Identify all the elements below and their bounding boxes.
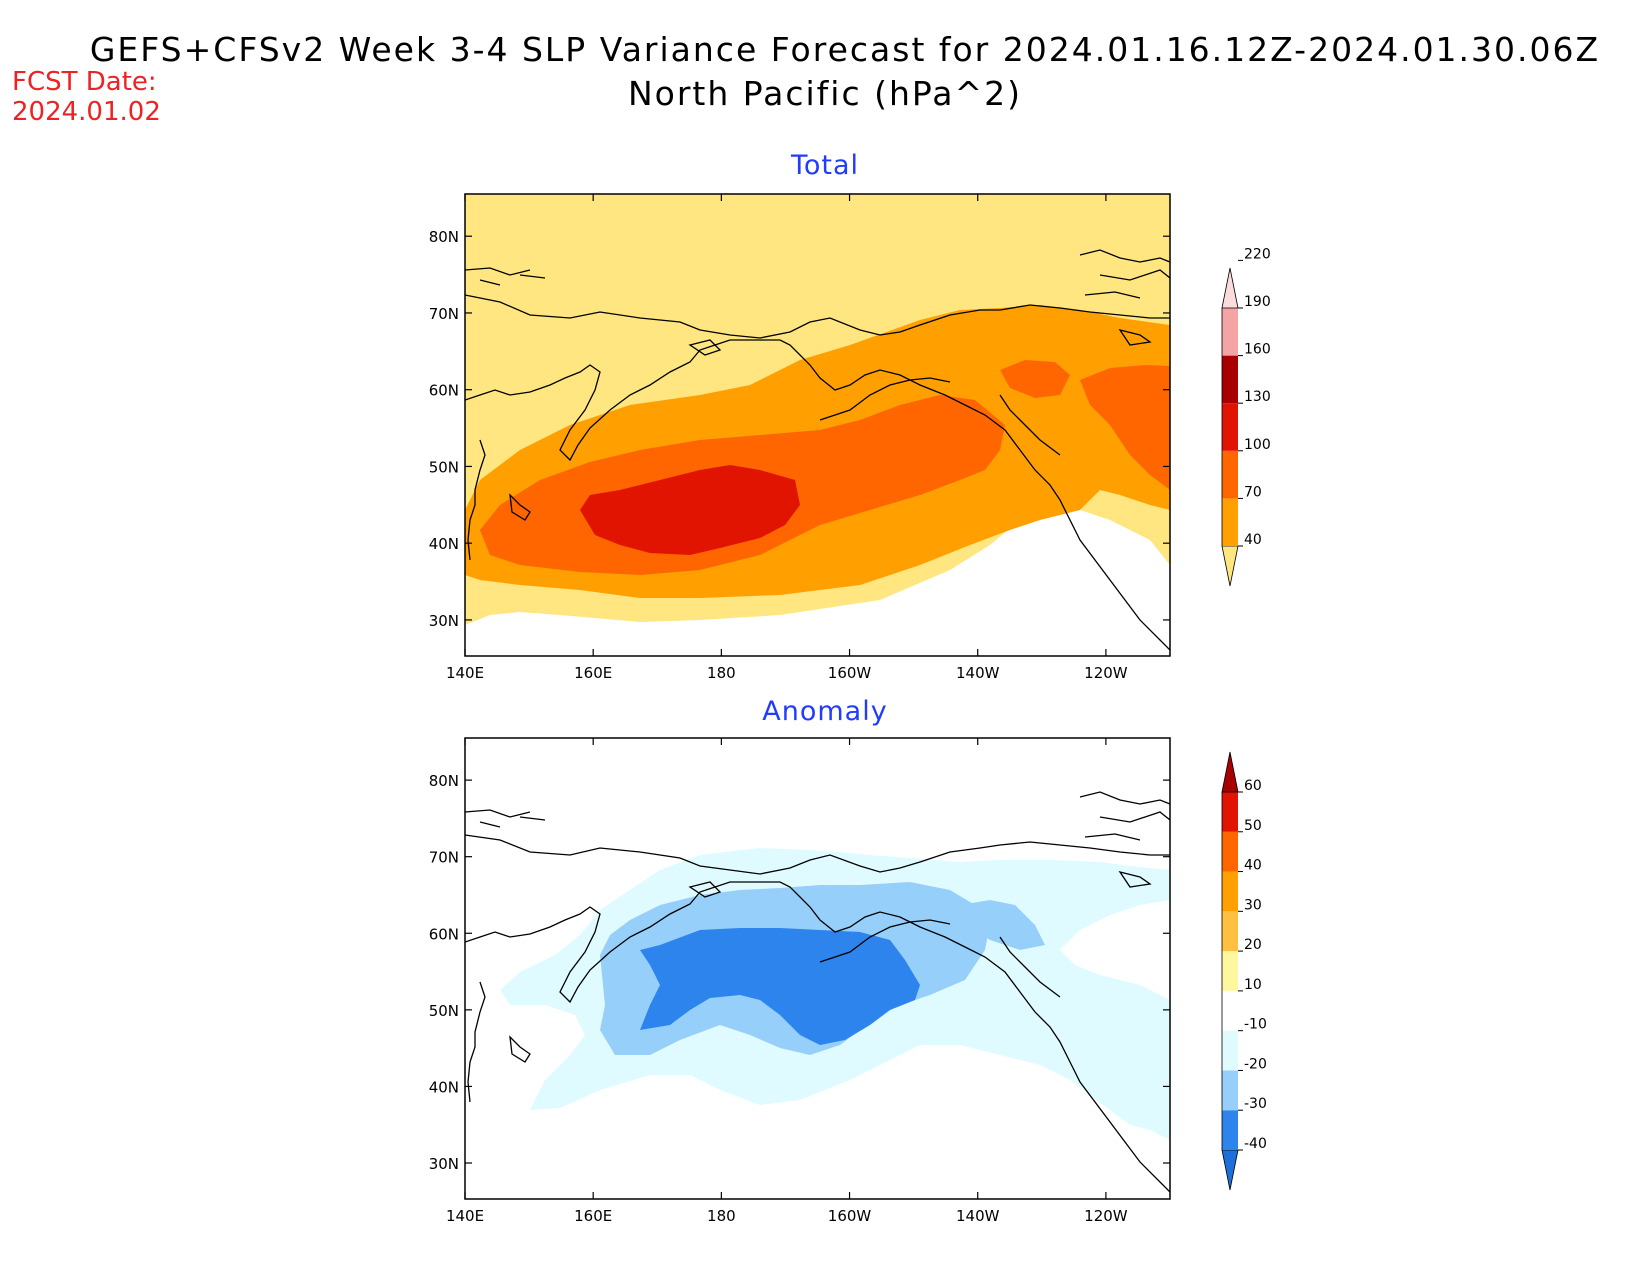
- lon-label: 140W: [956, 664, 1000, 682]
- colorbar-segment: [1222, 911, 1238, 952]
- lat-label: 80N: [429, 228, 459, 246]
- lat-label: 60N: [429, 382, 459, 400]
- colorbar-label: 50: [1244, 818, 1262, 834]
- colorbar-segment: [1222, 403, 1238, 451]
- colorbar-label: 70: [1244, 484, 1262, 500]
- colorbar-segment: [1222, 498, 1238, 546]
- colorbar-total: 40 70 100 130 160 190 220: [1221, 246, 1271, 587]
- anomaly-shading: [465, 738, 1170, 1199]
- forecast-date-label: FCST Date:: [12, 67, 157, 97]
- contour-fill-neutral: [1060, 900, 1170, 1000]
- contour-fill-130: [580, 465, 800, 555]
- colorbar-segment: [1222, 1110, 1238, 1150]
- colorbar-label: 40: [1244, 858, 1262, 874]
- lat-label: 60N: [429, 925, 459, 943]
- colorbar-label: 190: [1244, 294, 1271, 310]
- colorbar-label: 20: [1244, 937, 1262, 953]
- colorbar-segment: [1222, 792, 1238, 832]
- contour-fill-minus30: [640, 928, 920, 1045]
- colorbar-label: -20: [1244, 1056, 1267, 1072]
- colorbar-label: 130: [1244, 389, 1271, 405]
- contour-fill-100: [1000, 360, 1070, 398]
- lon-label: 140E: [446, 1207, 484, 1225]
- contour-fill-minus20: [960, 900, 1045, 950]
- colorbar-anomaly: -40 -30 -20 -10 10 20 30 40 50 60: [1221, 751, 1267, 1191]
- figure-subtitle: North Pacific (hPa^2): [627, 74, 1023, 113]
- colorbar-segment: [1222, 308, 1238, 356]
- lon-label: 140W: [956, 1207, 1000, 1225]
- total-shading: [465, 194, 1170, 656]
- lat-label: 40N: [429, 1078, 459, 1096]
- lon-label: 160E: [574, 1207, 612, 1225]
- colorbar-segment: [1222, 951, 1238, 991]
- lon-label: 180: [707, 664, 736, 682]
- lon-label: 160W: [828, 664, 872, 682]
- lon-label: 160W: [828, 1207, 872, 1225]
- lat-label: 30N: [429, 612, 459, 630]
- colorbar-segment: [1222, 450, 1238, 499]
- axis-ticks-anomaly: 80N 70N 60N 50N 40N 30N 140E 160E 180 160W 140W 120…: [429, 738, 1170, 1225]
- lat-label: 70N: [429, 305, 459, 323]
- lon-label: 180: [707, 1207, 736, 1225]
- lon-label: 140E: [446, 664, 484, 682]
- colorbar-label: 220: [1244, 246, 1271, 262]
- figure-title: GEFS+CFSv2 Week 3-4 SLP Variance Forecas…: [89, 30, 1601, 69]
- anomaly-map-panel: 80N 70N 60N 50N 40N 30N 140E 160E 180 160W 140W 120…: [429, 737, 1171, 1225]
- lat-label: 50N: [429, 458, 459, 476]
- lat-label: 70N: [429, 849, 459, 867]
- colorbar-label: -10: [1244, 1017, 1267, 1033]
- colorbar-segment: [1222, 1070, 1238, 1111]
- colorbar-segment: [1222, 871, 1238, 912]
- coastlines: [465, 791, 1170, 1193]
- panel-title-anomaly: Anomaly: [762, 696, 888, 727]
- lat-label: 80N: [429, 772, 459, 790]
- colorbar-segment: [1222, 355, 1238, 404]
- colorbar-segment: [1221, 1149, 1239, 1191]
- colorbar-label: 100: [1244, 437, 1271, 453]
- contour-fill-100: [1080, 365, 1170, 490]
- colorbar-segment: [1221, 267, 1239, 309]
- colorbar-segment: [1222, 1030, 1238, 1071]
- lat-label: 50N: [429, 1002, 459, 1020]
- map-frame: [464, 737, 1171, 1200]
- colorbar-segment: [1222, 831, 1238, 872]
- coastlines: [465, 249, 1170, 651]
- forecast-date-value: 2024.01.02: [12, 97, 161, 127]
- colorbar-label: -30: [1244, 1096, 1267, 1112]
- lon-label: 160E: [574, 664, 612, 682]
- colorbar-label: 40: [1244, 532, 1262, 548]
- colorbar-segment: [1221, 751, 1239, 793]
- colorbar-label: 30: [1244, 897, 1262, 913]
- colorbar-segment: [1221, 545, 1239, 587]
- axis-ticks-total: 80N 70N 60N 50N 40N 30N 140E 160E 180 160W 140W 120…: [429, 194, 1170, 682]
- colorbar-label: 60: [1244, 778, 1262, 794]
- colorbar-label: 10: [1244, 977, 1262, 993]
- colorbar-segment: [1222, 990, 1238, 1031]
- total-map-panel: 80N 70N 60N 50N 40N 30N 140E 160E 180 160W 140W 120…: [429, 193, 1171, 682]
- lat-label: 40N: [429, 535, 459, 553]
- map-frame: [464, 193, 1171, 657]
- colorbar-label: 160: [1244, 342, 1271, 358]
- colorbar-label: -40: [1244, 1136, 1267, 1152]
- lon-label: 120W: [1084, 664, 1128, 682]
- lon-label: 120W: [1084, 1207, 1128, 1225]
- panel-title-total: Total: [790, 150, 860, 181]
- lat-label: 30N: [429, 1155, 459, 1173]
